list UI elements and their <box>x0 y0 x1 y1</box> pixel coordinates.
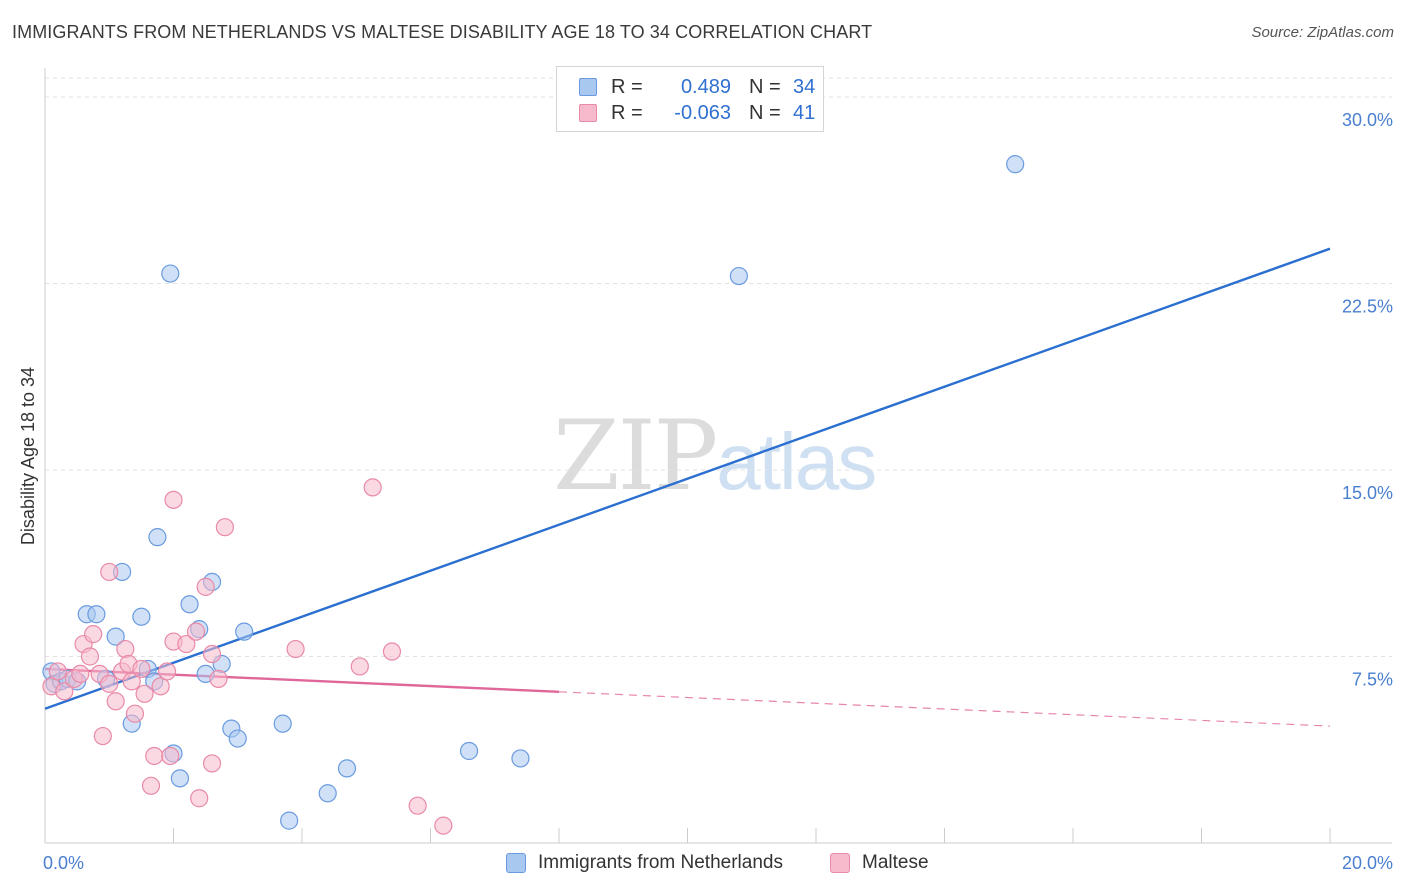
y-tick-label: 30.0% <box>1342 110 1393 130</box>
watermark: ZIPatlas <box>553 400 877 512</box>
point-maltese <box>434 816 453 835</box>
point-maltese <box>202 644 222 664</box>
grid-lines <box>45 77 1392 657</box>
point-netherlands <box>1006 155 1025 174</box>
point-netherlands <box>148 528 167 547</box>
bottom-legend-swatch-maltese <box>830 853 850 873</box>
legend-row-netherlands: R = 0.489 N = 34 <box>579 75 815 99</box>
source-label: Source: ZipAtlas.com <box>1251 24 1394 41</box>
point-maltese <box>186 622 206 641</box>
point-maltese <box>164 490 183 509</box>
legend-r-label: R = <box>611 75 643 98</box>
point-maltese <box>350 657 369 676</box>
point-maltese <box>116 639 135 659</box>
legend-n-value: 41 <box>793 101 816 124</box>
point-netherlands <box>459 741 479 761</box>
axes <box>44 68 1392 844</box>
y-tick-label: 7.5% <box>1352 670 1393 690</box>
point-netherlands <box>280 811 299 830</box>
data-points <box>42 155 1025 835</box>
point-maltese <box>190 789 209 808</box>
point-maltese <box>55 682 74 701</box>
point-maltese <box>363 478 382 497</box>
point-maltese <box>100 562 119 582</box>
point-maltese <box>215 518 234 537</box>
point-netherlands <box>511 749 530 768</box>
point-maltese <box>196 577 215 596</box>
point-maltese <box>209 669 228 688</box>
point-netherlands <box>170 769 190 788</box>
point-netherlands <box>87 605 106 624</box>
point-netherlands <box>729 266 749 286</box>
tick-labels: 7.5% 15.0% 22.5% 30.0% 0.0% 20.0% Disability A… <box>18 110 1393 873</box>
point-maltese <box>177 634 196 654</box>
point-netherlands <box>228 729 247 748</box>
trend-line-maltese-extension <box>558 691 1331 727</box>
point-netherlands <box>161 264 180 283</box>
x-tick-label: 20.0% <box>1342 853 1393 873</box>
point-maltese <box>382 642 402 661</box>
point-maltese <box>84 625 103 644</box>
point-maltese <box>141 776 161 795</box>
bottom-legend-label-netherlands: Immigrants from Netherlands <box>538 852 783 873</box>
point-netherlands <box>180 595 199 614</box>
legend-r-value: 0.489 <box>680 75 731 98</box>
bottom-legend-label-maltese: Maltese <box>862 852 929 873</box>
point-maltese <box>100 674 119 693</box>
bottom-legend-maltese: Maltese <box>830 852 929 874</box>
point-maltese <box>135 684 154 703</box>
correlation-legend: R = 0.489 N = 34 R = -0.063 N = 41 <box>556 66 824 132</box>
legend-r-value: -0.063 <box>674 101 731 124</box>
point-netherlands <box>337 759 357 778</box>
point-maltese <box>122 672 141 691</box>
watermark-zip: ZIP <box>553 400 718 512</box>
point-netherlands <box>273 714 292 733</box>
point-maltese <box>145 746 164 766</box>
legend-n-label: N = <box>749 101 781 124</box>
legend-swatch-netherlands <box>579 78 597 96</box>
point-netherlands <box>318 784 337 803</box>
point-netherlands <box>106 627 125 646</box>
point-maltese <box>408 796 427 815</box>
legend-row-maltese: R = -0.063 N = 41 <box>579 101 815 125</box>
trend-line-netherlands <box>44 247 1331 710</box>
chart-title: IMMIGRANTS FROM NETHERLANDS VS MALTESE D… <box>12 22 873 42</box>
point-maltese <box>202 754 222 773</box>
trend-lines <box>44 247 1331 727</box>
x-tick-label: 0.0% <box>43 853 84 873</box>
point-maltese <box>93 726 112 746</box>
point-maltese <box>80 647 100 666</box>
point-maltese <box>157 662 177 681</box>
point-maltese <box>106 692 125 711</box>
legend-n-value: 34 <box>793 75 816 98</box>
y-tick-label: 15.0% <box>1342 483 1393 503</box>
y-axis-title: Disability Age 18 to 34 <box>18 367 38 545</box>
point-maltese <box>71 664 90 684</box>
legend-swatch-maltese <box>579 104 597 122</box>
point-maltese <box>48 662 67 681</box>
point-maltese <box>125 704 145 723</box>
bottom-legend-netherlands: Immigrants from Netherlands <box>506 852 783 874</box>
point-maltese <box>132 659 151 679</box>
point-netherlands <box>132 607 151 626</box>
bottom-legend-swatch-netherlands <box>506 853 526 873</box>
point-netherlands <box>235 622 254 641</box>
point-maltese <box>161 746 180 766</box>
legend-r-label: R = <box>611 101 643 124</box>
legend-n-label: N = <box>749 75 781 98</box>
point-maltese <box>286 639 305 659</box>
watermark-atlas: atlas <box>716 417 877 506</box>
y-tick-label: 22.5% <box>1342 297 1393 317</box>
